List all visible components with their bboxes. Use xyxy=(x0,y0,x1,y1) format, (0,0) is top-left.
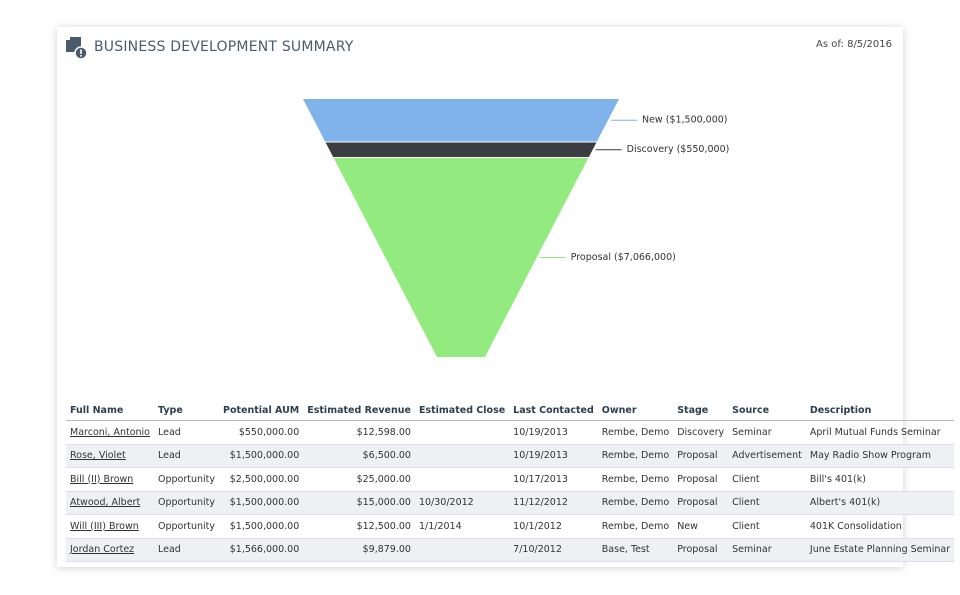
column-header: Owner xyxy=(597,400,674,421)
table-cell: Rembe, Demo xyxy=(597,491,674,515)
table-cell: Rembe, Demo xyxy=(597,514,674,539)
segment-label: New ($1,500,000) xyxy=(642,115,728,126)
table-cell: Bill (II) Brown xyxy=(66,467,154,492)
table-cell: 10/19/2013 xyxy=(509,444,598,468)
table-cell: 10/17/2013 xyxy=(509,467,598,492)
table-cell: Proposal xyxy=(673,491,729,515)
table-cell: Opportunity xyxy=(153,514,219,539)
table-cell: Lead xyxy=(153,420,219,445)
table-cell: Rembe, Demo xyxy=(597,467,674,492)
table-cell: New xyxy=(673,514,729,539)
column-header: Full Name xyxy=(66,400,154,421)
table-cell: Proposal xyxy=(673,538,729,562)
table-cell: $6,500.00 xyxy=(303,444,415,468)
header-row: Full Name Type Potential AUM Estimated Reve… xyxy=(66,400,955,421)
segment-label: Discovery ($550,000) xyxy=(627,144,730,155)
name-link[interactable]: Bill (II) Brown xyxy=(70,473,134,485)
table-cell: $1,500,000.00 xyxy=(219,514,304,539)
table-row: Marconi, Antonio Lead $550,000.00 $12,598.0… xyxy=(66,420,955,445)
table-row: Atwood, Albert Opportunity $1,500,000.00 $1… xyxy=(66,491,955,515)
table-cell: 11/12/2012 xyxy=(509,491,598,515)
table-cell: Advertisement xyxy=(728,444,806,468)
table-cell: $1,500,000.00 xyxy=(219,444,304,468)
column-header: Description xyxy=(805,400,955,421)
table-cell: June Estate Planning Seminar xyxy=(805,538,955,562)
table-cell xyxy=(414,420,510,445)
table-cell: Lead xyxy=(153,444,219,468)
table-cell: Lead xyxy=(153,538,219,562)
name-link[interactable]: Will (III) Brown xyxy=(70,520,139,532)
table-cell: $550,000.00 xyxy=(219,420,304,445)
table-cell: 10/19/2013 xyxy=(509,420,598,445)
table-cell: Rose, Violet xyxy=(66,444,154,468)
table-cell: Base, Test xyxy=(597,538,674,562)
table-cell: Rembe, Demo xyxy=(597,420,674,445)
table-cell xyxy=(414,444,510,468)
table-cell xyxy=(414,467,510,492)
table-cell: $1,566,000.00 xyxy=(219,538,304,562)
name-link[interactable]: Marconi, Antonio xyxy=(70,426,150,438)
segment-label: Proposal ($7,066,000) xyxy=(571,252,676,263)
summary-icon xyxy=(66,37,88,60)
table-cell: Jordan Cortez xyxy=(66,538,154,562)
table-cell: 10/30/2012 xyxy=(414,491,510,515)
table-cell: 1/1/2014 xyxy=(414,514,510,539)
table-cell: Albert's 401(k) xyxy=(805,491,955,515)
table-cell: 401K Consolidation xyxy=(805,514,955,539)
table-row: Jordan Cortez Lead $1,566,000.00 $9,879.00 7… xyxy=(66,538,955,562)
table-cell: Opportunity xyxy=(153,491,219,515)
table-cell: Rembe, Demo xyxy=(597,444,674,468)
table-cell: May Radio Show Program xyxy=(805,444,955,468)
funnel-chart: New ($1,500,000) Discovery ($550,000) Prop… xyxy=(66,37,730,357)
table-cell: Proposal xyxy=(673,467,729,492)
column-header: Stage xyxy=(673,400,729,421)
table-row: Will (III) Brown Opportunity $1,500,000.00… xyxy=(66,514,955,539)
table-cell: $12,500.00 xyxy=(303,514,415,539)
table-cell: Will (III) Brown xyxy=(66,514,154,539)
column-header: Estimated Close xyxy=(414,400,510,421)
column-header: Type xyxy=(153,400,219,421)
table-cell: Client xyxy=(728,491,806,515)
funnel-segment xyxy=(303,99,619,142)
table-cell: Bill's 401(k) xyxy=(805,467,955,492)
table-cell: $25,000.00 xyxy=(303,467,415,492)
table-cell: Seminar xyxy=(728,420,806,445)
table-cell: Atwood, Albert xyxy=(66,491,154,515)
name-link[interactable]: Jordan Cortez xyxy=(70,544,135,556)
table-cell: Marconi, Antonio xyxy=(66,420,154,445)
deals-table: Full Name Type Potential AUM Estimated Reve… xyxy=(66,400,955,562)
table-cell: 7/10/2012 xyxy=(509,538,598,562)
table-cell: $15,000.00 xyxy=(303,491,415,515)
as-of-date: As of: 8/5/2016 xyxy=(816,39,892,50)
name-link[interactable]: Atwood, Albert xyxy=(70,497,141,509)
table-cell: 10/1/2012 xyxy=(509,514,598,539)
table-cell: Client xyxy=(728,514,806,539)
column-header: Source xyxy=(728,400,806,421)
funnel-segment xyxy=(333,158,589,357)
table-cell: Opportunity xyxy=(153,467,219,492)
table-row: Bill (II) Brown Opportunity $2,500,000.00 $… xyxy=(66,467,955,492)
table-cell: Client xyxy=(728,467,806,492)
table-cell: Proposal xyxy=(673,444,729,468)
table-cell xyxy=(414,538,510,562)
table-row: Rose, Violet Lead $1,500,000.00 $6,500.00 10… xyxy=(66,444,955,468)
column-header: Potential AUM xyxy=(219,400,304,421)
table-cell: Discovery xyxy=(673,420,729,445)
table-cell: $9,879.00 xyxy=(303,538,415,562)
table-cell: Seminar xyxy=(728,538,806,562)
table-cell: $2,500,000.00 xyxy=(219,467,304,492)
table-cell: April Mutual Funds Seminar xyxy=(805,420,955,445)
table-cell: $12,598.00 xyxy=(303,420,415,445)
table-cell: $1,500,000.00 xyxy=(219,491,304,515)
funnel-segment xyxy=(325,142,597,158)
column-header: Estimated Revenue xyxy=(303,400,415,421)
title: BUSINESS DEVELOPMENT SUMMARY xyxy=(94,39,354,55)
name-link[interactable]: Rose, Violet xyxy=(70,450,126,462)
column-header: Last Contacted xyxy=(509,400,598,421)
